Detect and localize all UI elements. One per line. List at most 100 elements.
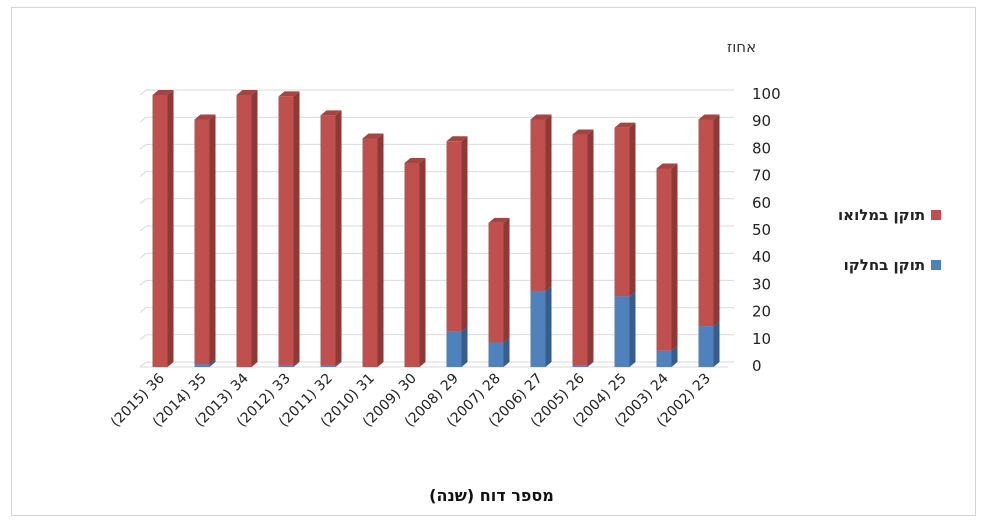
gridline-depth	[139, 252, 147, 259]
bar-full-top	[278, 91, 300, 97]
y-tick-label: 100	[752, 85, 781, 103]
bar-full-side	[671, 163, 678, 351]
bar-full	[614, 122, 636, 297]
bar-full-front	[446, 141, 462, 332]
gridlines	[139, 89, 734, 368]
bar-full	[152, 90, 174, 367]
bar-full-front	[488, 222, 504, 343]
y-tick-label: 50	[752, 221, 771, 239]
bar-full-top	[236, 90, 258, 95]
bar-partial-front	[572, 365, 588, 367]
bar-partial-side	[545, 285, 552, 367]
bar-full-front	[404, 163, 420, 367]
bar-full-side	[377, 133, 384, 367]
bar-full-side	[167, 90, 174, 367]
bar-full-top	[362, 133, 384, 139]
bar-full-side	[461, 136, 468, 332]
bar-full-top	[194, 114, 216, 120]
bar-partial-front	[320, 365, 336, 367]
gridline-depth	[139, 361, 147, 368]
bar-full-front	[362, 138, 378, 367]
gridline-depth	[139, 171, 147, 177]
bar-full-side	[587, 129, 594, 366]
y-axis-label: אחוז	[727, 38, 757, 56]
bars	[152, 90, 720, 367]
gridline-depth	[139, 116, 147, 123]
legend-item-full: תוקן במלואו	[838, 206, 942, 224]
bar-full-side	[293, 91, 300, 366]
bar-full-top	[320, 110, 342, 116]
bar-partial-side	[671, 345, 678, 367]
y-tick-label: 20	[752, 303, 771, 321]
bar-partial-front	[278, 365, 294, 367]
bar-partial-front	[488, 342, 504, 367]
bar-partial	[698, 321, 720, 367]
legend-label-partial: תוקן בחלקו	[843, 256, 926, 274]
bar-partial-front	[446, 331, 462, 367]
bar-full	[404, 158, 426, 367]
bar-partial-front	[698, 326, 714, 367]
bar-full	[446, 136, 468, 332]
bar-full	[698, 114, 720, 327]
bar-partial-side	[293, 360, 300, 367]
bar-full-side	[503, 217, 510, 343]
bar-partial	[530, 285, 552, 367]
bar-full-top	[404, 158, 426, 163]
bar-full-top	[488, 217, 510, 223]
bar-full	[656, 163, 678, 351]
bar-full-top	[614, 122, 636, 128]
y-tick-label: 0	[752, 357, 762, 375]
bar-full-side	[629, 122, 636, 297]
legend-swatch-full	[931, 210, 942, 220]
legend-item-partial: תוקן בחלקו	[838, 256, 942, 274]
gridline-depth	[139, 198, 147, 205]
bar-full	[194, 114, 216, 365]
bar-full-top	[152, 90, 174, 95]
legend: תוקן במלואו תוקן בחלקו	[838, 206, 942, 306]
bar-full-top	[656, 163, 678, 169]
bar-full	[362, 133, 384, 367]
gridline-depth	[139, 307, 147, 313]
bar-partial-side	[503, 337, 510, 367]
x-tick-labels: (2015) 36(2014) 35(2013) 34(2012) 33(201…	[108, 370, 714, 430]
legend-swatch-partial	[931, 260, 942, 270]
bar-full	[530, 114, 552, 291]
y-tick-label: 70	[752, 167, 771, 185]
bar-full	[488, 217, 510, 343]
bar-full-front	[320, 115, 336, 366]
bar-partial-front	[656, 350, 672, 367]
y-tick-labels: 0 10 20 30 40 50 60 70 80 90 100	[752, 85, 781, 375]
bar-full	[572, 129, 594, 366]
y-tick-label: 40	[752, 248, 771, 266]
gridline-depth	[139, 280, 147, 286]
bar-full-side	[209, 114, 216, 365]
bar-full-front	[194, 119, 210, 365]
bar-partial	[446, 326, 468, 367]
bar-full-side	[251, 90, 258, 367]
gridline-depth	[139, 89, 147, 96]
gridline-depth	[139, 144, 147, 150]
bar-full	[236, 90, 258, 367]
bar-full	[320, 110, 342, 366]
bar-partial-front	[530, 290, 546, 367]
bar-full-front	[278, 96, 294, 366]
bar-full-top	[698, 114, 720, 120]
y-tick-label: 80	[752, 139, 771, 157]
gridline-depth	[139, 334, 147, 341]
bar-partial-front	[614, 296, 630, 367]
bar-partial-side	[629, 291, 636, 367]
bar-partial-side	[713, 321, 720, 367]
bar-partial-side	[461, 326, 468, 367]
bar-full-side	[419, 158, 426, 367]
bar-full-top	[572, 129, 594, 135]
legend-label-full: תוקן במלואו	[838, 206, 926, 224]
bar-full-front	[530, 119, 546, 291]
gridline-depth	[139, 225, 147, 232]
bar-full-top	[530, 114, 552, 120]
bar-full-side	[713, 114, 720, 327]
y-tick-label: 30	[752, 275, 771, 293]
bar-full-side	[335, 110, 342, 366]
bar-full-front	[698, 119, 714, 327]
x-axis-label: מספר דוח (שנה)	[429, 486, 554, 505]
